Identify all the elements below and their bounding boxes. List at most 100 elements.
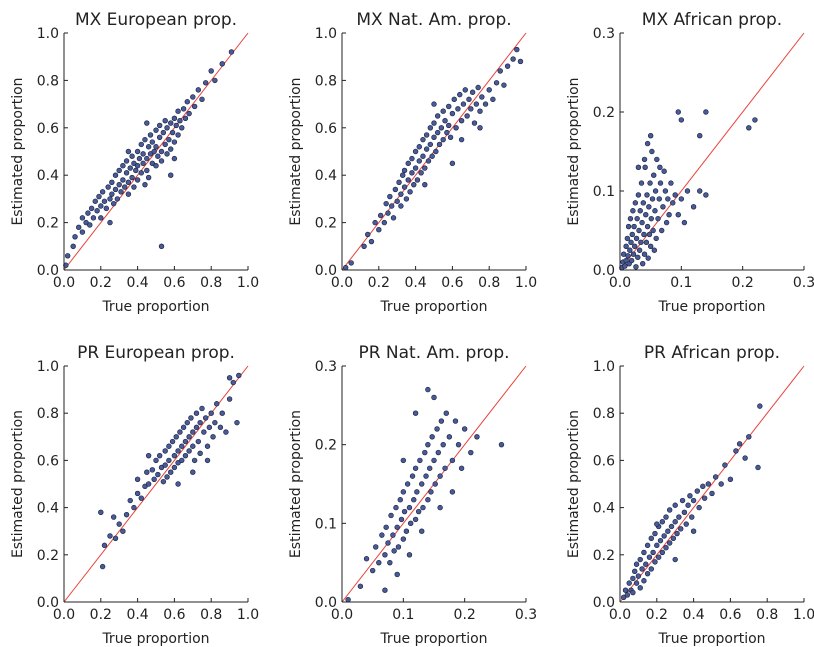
data-point [190, 443, 196, 449]
data-point [425, 497, 431, 503]
data-point [638, 239, 644, 246]
data-point [114, 196, 121, 202]
data-point [394, 198, 400, 204]
data-point [162, 141, 168, 148]
data-point [635, 164, 642, 171]
y-tick-label: 0.0 [37, 595, 59, 611]
data-point [199, 405, 205, 412]
data-point [659, 227, 665, 234]
data-point [646, 231, 653, 238]
data-point [118, 189, 124, 195]
data-point [414, 489, 420, 495]
y-tick-label: 0.4 [593, 501, 615, 517]
data-point [173, 434, 179, 440]
data-point [400, 536, 407, 542]
data-point [635, 254, 641, 261]
y-tick-label: 0.2 [37, 216, 59, 232]
data-point [657, 180, 664, 186]
data-point [644, 223, 651, 230]
data-point [675, 212, 681, 218]
data-point [709, 490, 715, 497]
data-point [432, 481, 438, 487]
data-point [144, 167, 150, 174]
data-point [666, 540, 673, 546]
data-point [186, 434, 192, 440]
y-tick-label: 0.4 [37, 168, 59, 184]
y-tick-label: 0.8 [315, 73, 337, 89]
x-axis-label: True proportion [101, 631, 209, 647]
data-point [628, 257, 635, 264]
data-point [162, 462, 168, 468]
data-point [694, 488, 700, 494]
data-point [191, 103, 198, 110]
data-point [70, 243, 76, 250]
data-point [641, 251, 648, 257]
data-point [644, 542, 651, 549]
data-point [400, 489, 407, 495]
data-point [138, 495, 144, 501]
x-tick-label: 0.2 [90, 607, 112, 623]
data-point [449, 489, 456, 495]
data-point [153, 457, 159, 464]
data-point [134, 476, 141, 482]
data-point [383, 200, 389, 207]
data-point [668, 180, 674, 186]
data-point [208, 68, 214, 74]
data-point [398, 191, 404, 197]
data-point [110, 514, 117, 520]
data-point [125, 191, 132, 197]
data-point [425, 158, 432, 164]
data-point [514, 46, 520, 53]
data-point [468, 449, 474, 456]
data-point [690, 528, 697, 534]
y-tick-label: 0.8 [37, 406, 59, 422]
data-point [490, 96, 496, 103]
data-point [633, 235, 640, 242]
data-point [655, 554, 662, 560]
data-point [646, 554, 653, 560]
data-point [357, 583, 364, 589]
panel-title: MX European prop. [75, 10, 237, 30]
data-point [140, 160, 146, 167]
y-tick-label: 1.0 [37, 359, 59, 375]
data-point [145, 144, 152, 150]
x-tick-label: 0.8 [478, 275, 500, 291]
x-axis-label: True proportion [657, 631, 765, 647]
data-point [409, 170, 415, 176]
data-point [461, 426, 468, 432]
data-point [217, 424, 224, 431]
data-point [223, 429, 229, 435]
data-point [654, 542, 660, 549]
data-point [685, 502, 691, 508]
data-point [236, 372, 242, 379]
data-point [675, 109, 681, 115]
data-point [156, 122, 163, 129]
data-point [401, 167, 408, 174]
data-point [177, 429, 183, 435]
y-tick-label: 0.6 [37, 453, 59, 469]
x-axis-label: True proportion [101, 299, 209, 315]
data-point [657, 537, 664, 544]
data-point [672, 192, 678, 198]
y-tick-label: 0.2 [593, 548, 615, 564]
x-tick-label: 0.6 [163, 275, 185, 291]
data-point [422, 165, 428, 171]
data-point [363, 556, 370, 562]
data-point [442, 117, 448, 124]
data-point [648, 566, 654, 572]
data-point [418, 170, 424, 176]
data-point [377, 212, 384, 219]
data-point [120, 177, 126, 183]
data-point [190, 94, 196, 100]
data-point [107, 196, 113, 202]
data-point [672, 519, 678, 525]
data-point [636, 227, 642, 234]
data-point [382, 587, 388, 593]
data-point [689, 514, 695, 520]
data-point [672, 502, 678, 508]
data-point [643, 239, 650, 246]
data-point [169, 129, 176, 136]
data-point [446, 103, 452, 110]
data-point [663, 545, 669, 551]
data-point [391, 548, 397, 554]
